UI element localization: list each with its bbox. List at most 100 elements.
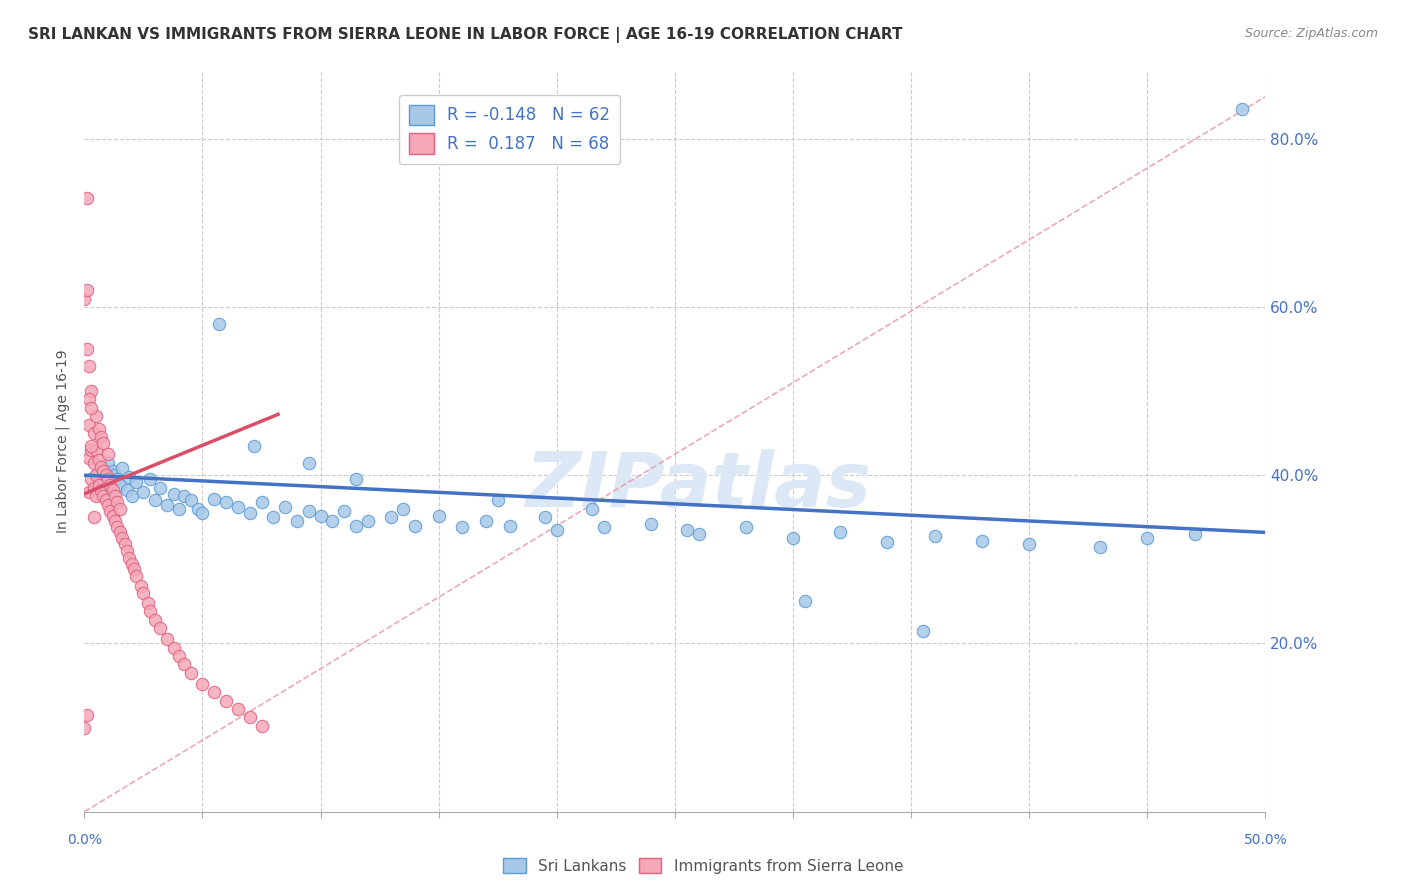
Point (167, 649, 190, 664)
Point (90, 459, 112, 474)
Point (97, 498, 120, 512)
Point (76, 342, 98, 356)
Point (77, 392, 100, 407)
Point (115, 544, 138, 558)
Point (76, 283, 98, 297)
Point (77, 359, 100, 373)
Point (202, 685, 225, 699)
Point (87, 422, 110, 436)
Point (239, 506, 262, 520)
Point (250, 719, 273, 733)
Point (208, 317, 231, 331)
Point (136, 596, 159, 610)
Point (80, 384, 103, 398)
Point (924, 529, 946, 543)
Point (173, 489, 195, 503)
Text: ZIPatlas: ZIPatlas (526, 449, 872, 523)
Point (84, 468, 107, 483)
Point (91, 472, 114, 486)
Point (380, 510, 402, 524)
Point (129, 579, 152, 593)
Point (250, 495, 273, 509)
Point (404, 518, 426, 533)
Point (1136, 531, 1159, 545)
Point (125, 475, 148, 489)
Point (108, 478, 131, 492)
Point (118, 550, 141, 565)
Point (451, 520, 474, 534)
Text: 50.0%: 50.0% (1243, 833, 1288, 847)
Point (94, 493, 117, 508)
Point (321, 515, 343, 529)
Point (108, 501, 131, 516)
Point (392, 501, 415, 516)
Point (84, 468, 107, 483)
Point (121, 489, 143, 503)
Point (793, 594, 815, 608)
Point (640, 516, 662, 531)
Point (139, 605, 162, 619)
Point (101, 483, 124, 498)
Point (107, 472, 129, 486)
Point (149, 621, 172, 635)
Point (143, 613, 166, 627)
Point (156, 632, 179, 647)
Point (80, 401, 103, 415)
Point (173, 657, 195, 672)
Point (688, 527, 710, 541)
Point (114, 537, 136, 551)
Point (91, 489, 114, 503)
Point (122, 562, 145, 576)
Point (187, 501, 209, 516)
Point (111, 531, 134, 545)
Y-axis label: In Labor Force | Age 16-19: In Labor Force | Age 16-19 (56, 350, 70, 533)
Point (239, 710, 262, 724)
Point (77, 485, 100, 500)
Point (101, 508, 124, 523)
Point (91, 436, 114, 450)
Point (274, 500, 297, 515)
Point (104, 468, 127, 483)
Point (80, 439, 103, 453)
Point (104, 489, 127, 503)
Point (90, 430, 112, 444)
Point (83, 426, 105, 441)
Text: Source: ZipAtlas.com: Source: ZipAtlas.com (1244, 27, 1378, 40)
Point (675, 523, 697, 537)
Point (191, 506, 214, 520)
Point (344, 518, 367, 533)
Point (90, 483, 112, 498)
Point (80, 472, 103, 486)
Point (298, 456, 321, 470)
Point (262, 510, 284, 524)
Point (534, 510, 557, 524)
Point (111, 461, 134, 475)
Legend: Sri Lankans, Immigrants from Sierra Leone: Sri Lankans, Immigrants from Sierra Leon… (496, 852, 910, 880)
Point (91, 464, 114, 478)
Point (73, 721, 96, 735)
Point (87, 478, 110, 492)
Point (98, 503, 121, 517)
Point (1184, 527, 1206, 541)
Point (167, 501, 190, 516)
Point (107, 520, 129, 534)
Point (180, 665, 202, 680)
Point (139, 472, 162, 486)
Point (90, 459, 112, 474)
Point (77, 451, 100, 466)
Point (298, 503, 321, 517)
Point (357, 515, 380, 529)
Point (97, 447, 120, 461)
Point (498, 518, 520, 533)
Point (215, 495, 238, 509)
Point (970, 533, 993, 548)
Point (97, 476, 120, 491)
Point (83, 456, 105, 470)
Legend: R = -0.148   N = 62, R =  0.187   N = 68: R = -0.148 N = 62, R = 0.187 N = 68 (399, 95, 620, 163)
Point (94, 464, 117, 478)
Point (734, 520, 756, 534)
Point (202, 491, 225, 506)
Point (143, 493, 166, 508)
Point (97, 472, 120, 486)
Text: 0.0%: 0.0% (67, 833, 101, 847)
